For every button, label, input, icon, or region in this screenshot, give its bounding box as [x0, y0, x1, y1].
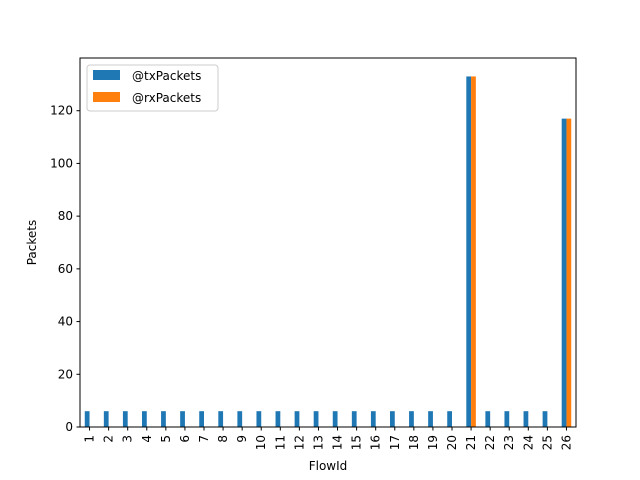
x-tick-label: 11 — [273, 435, 287, 450]
y-axis-label: Packets — [25, 220, 39, 266]
x-tick-label: 5 — [159, 435, 173, 443]
x-tick-label: 26 — [559, 435, 573, 450]
bar-rxPackets-26 — [566, 118, 572, 427]
x-tick-label: 14 — [331, 435, 345, 450]
y-tick-label: 0 — [65, 420, 73, 434]
y-tick-label: 120 — [50, 104, 73, 118]
y-tick-label: 40 — [58, 315, 73, 329]
x-tick-label: 24 — [521, 435, 535, 450]
bar-txPackets-17 — [390, 411, 395, 427]
x-tick-label: 22 — [483, 435, 497, 450]
y-tick-label: 20 — [58, 367, 73, 381]
bar-txPackets-14 — [332, 411, 338, 427]
x-tick-label: 2 — [102, 435, 116, 443]
x-tick-label: 20 — [445, 435, 459, 450]
y-tick-label: 80 — [58, 209, 73, 223]
bar-txPackets-2 — [103, 411, 109, 427]
y-tick-label: 60 — [58, 262, 73, 276]
bar-txPackets-23 — [504, 411, 510, 427]
x-tick-label: 17 — [388, 435, 402, 450]
x-tick-label: 9 — [235, 435, 249, 443]
bar-txPackets-26 — [561, 118, 567, 427]
bar-txPackets-19 — [428, 411, 433, 427]
bar-rxPackets-21 — [471, 76, 476, 427]
x-tick-label: 16 — [369, 435, 383, 450]
legend-swatch — [93, 92, 120, 102]
bar-txPackets-12 — [294, 411, 300, 427]
bar-txPackets-20 — [447, 411, 452, 427]
legend-entry-label: @rxPackets — [132, 91, 201, 105]
bar-txPackets-6 — [180, 411, 185, 427]
x-tick-label: 23 — [502, 435, 516, 450]
x-tick-label: 4 — [140, 435, 154, 443]
bar-txPackets-18 — [409, 411, 414, 427]
bar-txPackets-13 — [313, 411, 319, 427]
bar-txPackets-25 — [542, 411, 548, 427]
bar-txPackets-3 — [122, 411, 128, 427]
x-axis-label: FlowId — [309, 459, 348, 473]
x-tick-label: 25 — [540, 435, 554, 450]
x-tick-label: 18 — [407, 435, 421, 450]
bar-txPackets-16 — [370, 411, 376, 427]
bar-txPackets-8 — [218, 411, 224, 427]
x-tick-label: 19 — [426, 435, 440, 450]
plot-area-frame — [79, 57, 577, 428]
x-tick-label: 3 — [121, 435, 135, 443]
y-axis: 0 20 40 60 80 100 120 — [50, 104, 80, 434]
bar-txPackets-9 — [237, 411, 243, 427]
x-tick-label: 7 — [197, 435, 211, 443]
legend: @txPackets @rxPackets — [86, 64, 219, 112]
bar-txPackets-21 — [466, 76, 472, 427]
x-tick-label: 10 — [254, 435, 268, 450]
bars-layer — [84, 76, 572, 427]
x-tick-label: 8 — [216, 435, 230, 443]
x-tick-label: 6 — [178, 435, 192, 443]
y-tick-label: 100 — [50, 156, 73, 170]
bar-txPackets-5 — [161, 411, 166, 427]
bar-txPackets-11 — [275, 411, 281, 427]
x-tick-label: 15 — [350, 435, 364, 450]
x-tick-label: 13 — [311, 435, 325, 450]
x-axis: 1 2 3 4 5 6 7 8 9 10 11 12 13 14 15 16 17 18 19 20 21 22 23 24 2… — [83, 427, 573, 450]
bar-txPackets-7 — [199, 411, 204, 427]
x-tick-label: 1 — [83, 435, 97, 443]
bar-txPackets-10 — [256, 411, 262, 427]
bar-txPackets-22 — [485, 411, 491, 427]
bar-txPackets-15 — [351, 411, 357, 427]
bar-txPackets-1 — [84, 411, 90, 427]
x-tick-label: 12 — [292, 435, 306, 450]
bar-txPackets-24 — [523, 411, 529, 427]
bar-txPackets-4 — [142, 411, 147, 427]
legend-swatch — [93, 70, 120, 80]
x-tick-label: 21 — [464, 435, 478, 450]
legend-entry-label: @txPackets — [132, 69, 201, 83]
